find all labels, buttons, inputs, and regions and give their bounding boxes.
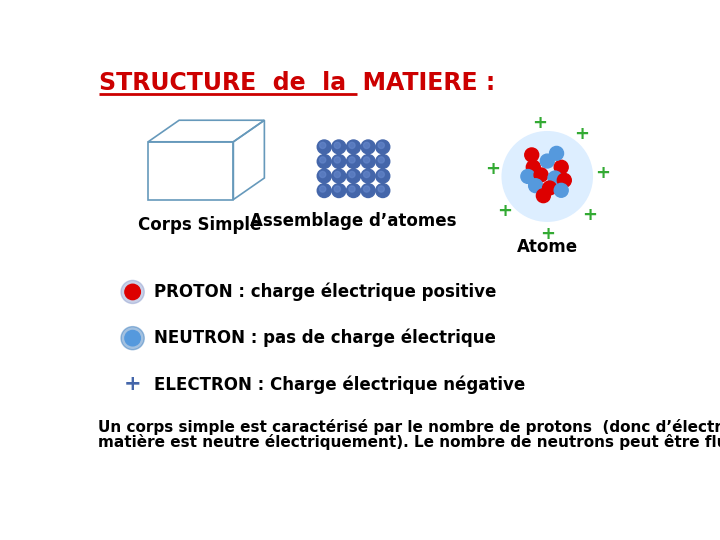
Circle shape bbox=[378, 171, 384, 178]
Circle shape bbox=[346, 140, 361, 154]
Circle shape bbox=[318, 154, 331, 168]
Circle shape bbox=[540, 154, 554, 168]
Circle shape bbox=[348, 186, 355, 192]
Text: Assemblage d’atomes: Assemblage d’atomes bbox=[251, 212, 456, 230]
Circle shape bbox=[332, 140, 346, 154]
Circle shape bbox=[554, 184, 568, 197]
Circle shape bbox=[534, 168, 548, 182]
Circle shape bbox=[364, 142, 370, 149]
Text: +: + bbox=[497, 202, 512, 220]
Circle shape bbox=[348, 157, 355, 163]
Circle shape bbox=[318, 169, 331, 183]
Circle shape bbox=[361, 154, 375, 168]
Text: PROTON : charge électrique positive: PROTON : charge électrique positive bbox=[153, 283, 496, 301]
Circle shape bbox=[346, 154, 361, 168]
Circle shape bbox=[378, 186, 384, 192]
Circle shape bbox=[318, 184, 331, 198]
Text: Corps Simple: Corps Simple bbox=[138, 217, 262, 234]
Circle shape bbox=[320, 171, 325, 178]
Circle shape bbox=[332, 184, 346, 198]
Circle shape bbox=[376, 154, 390, 168]
Circle shape bbox=[378, 157, 384, 163]
Text: +: + bbox=[595, 164, 611, 181]
Circle shape bbox=[125, 330, 140, 346]
Circle shape bbox=[554, 160, 568, 174]
Circle shape bbox=[320, 186, 325, 192]
Circle shape bbox=[121, 327, 144, 350]
Text: NEUTRON : pas de charge électrique: NEUTRON : pas de charge électrique bbox=[153, 329, 495, 347]
Circle shape bbox=[121, 280, 144, 303]
Circle shape bbox=[376, 169, 390, 183]
Circle shape bbox=[361, 140, 375, 154]
Circle shape bbox=[361, 169, 375, 183]
Circle shape bbox=[334, 171, 341, 178]
Circle shape bbox=[528, 179, 543, 193]
Text: matière est neutre électriquement). Le nombre de neutrons peut être fluctuant.: matière est neutre électriquement). Le n… bbox=[98, 434, 720, 450]
Text: +: + bbox=[540, 225, 554, 243]
Circle shape bbox=[548, 171, 562, 185]
Text: Atome: Atome bbox=[517, 238, 578, 256]
Circle shape bbox=[320, 157, 325, 163]
Circle shape bbox=[503, 132, 593, 221]
Circle shape bbox=[549, 146, 564, 160]
Circle shape bbox=[376, 184, 390, 198]
Circle shape bbox=[378, 142, 384, 149]
Text: STRUCTURE  de  la  MATIERE :: STRUCTURE de la MATIERE : bbox=[99, 71, 495, 95]
Circle shape bbox=[334, 142, 341, 149]
Circle shape bbox=[526, 160, 540, 174]
Text: +: + bbox=[532, 113, 547, 132]
Text: +: + bbox=[582, 206, 598, 224]
Circle shape bbox=[536, 189, 550, 202]
Circle shape bbox=[348, 142, 355, 149]
Circle shape bbox=[525, 148, 539, 162]
Circle shape bbox=[334, 157, 341, 163]
Circle shape bbox=[125, 284, 140, 300]
Circle shape bbox=[543, 181, 557, 195]
Circle shape bbox=[348, 171, 355, 178]
Text: +: + bbox=[485, 160, 500, 178]
Text: ELECTRON : Charge électrique négative: ELECTRON : Charge électrique négative bbox=[153, 375, 525, 394]
Text: Un corps simple est caractérisé par le nombre de protons  (donc d’électrons car : Un corps simple est caractérisé par le n… bbox=[98, 419, 720, 435]
Circle shape bbox=[364, 171, 370, 178]
Circle shape bbox=[346, 169, 361, 183]
Circle shape bbox=[557, 173, 571, 187]
Circle shape bbox=[320, 142, 325, 149]
Text: +: + bbox=[124, 374, 141, 394]
Circle shape bbox=[332, 154, 346, 168]
Circle shape bbox=[376, 140, 390, 154]
Circle shape bbox=[332, 169, 346, 183]
Circle shape bbox=[334, 186, 341, 192]
Circle shape bbox=[521, 170, 535, 184]
Circle shape bbox=[364, 157, 370, 163]
Circle shape bbox=[361, 184, 375, 198]
Text: +: + bbox=[575, 125, 590, 143]
Circle shape bbox=[364, 186, 370, 192]
Circle shape bbox=[346, 184, 361, 198]
Circle shape bbox=[318, 140, 331, 154]
